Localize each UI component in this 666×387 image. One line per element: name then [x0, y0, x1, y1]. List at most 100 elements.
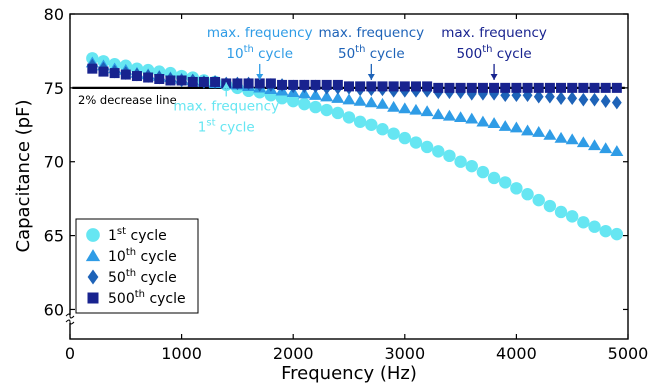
data-point [143, 72, 154, 83]
data-point [331, 106, 345, 120]
annotation-title: max. frequency [318, 25, 424, 41]
legend-entry: 500th cycle [87, 289, 186, 307]
x-tick-label: 4000 [496, 344, 537, 363]
data-point [521, 124, 535, 136]
data-series [85, 52, 624, 241]
data-point [477, 82, 488, 93]
legend-marker [87, 292, 99, 304]
legend-marker [85, 249, 101, 262]
axis-break-gap [66, 315, 74, 323]
data-point [533, 82, 544, 93]
data-point [422, 81, 433, 92]
axis-ticks: 0 1000 2000 3000 4000 5000 60 65 70 75 80 [44, 5, 649, 363]
data-point [87, 63, 98, 74]
annotation-c10: max. frequency 10th cycle [207, 25, 313, 80]
data-point [154, 74, 165, 84]
data-point [466, 82, 477, 93]
data-point [498, 120, 512, 131]
data-point [476, 165, 490, 179]
data-point [578, 92, 589, 107]
data-point [353, 115, 367, 129]
data-point [310, 79, 321, 90]
data-point [254, 78, 265, 89]
data-point [556, 91, 566, 106]
legend-label: 1st cycle [108, 226, 167, 244]
data-point [511, 82, 522, 93]
data-point [109, 68, 120, 79]
data-point [510, 182, 523, 195]
data-point [287, 94, 300, 108]
data-point [331, 92, 345, 103]
data-point [375, 97, 389, 109]
data-point [599, 224, 612, 238]
data-point [187, 76, 198, 87]
data-point [600, 94, 611, 108]
data-point [377, 81, 388, 92]
data-point [433, 82, 444, 93]
data-point [120, 69, 131, 80]
legend-entry: 1st cycle [86, 226, 167, 244]
data-point [387, 127, 400, 140]
data-point [398, 102, 412, 114]
annotation-title: max. frequency [441, 25, 547, 41]
legend-marker [86, 228, 100, 242]
data-point [576, 136, 590, 148]
data-point [432, 145, 445, 158]
reference-line-label: 2% decrease line [78, 93, 177, 107]
data-point [298, 97, 311, 111]
data-point [243, 78, 254, 89]
y-tick-label: 60 [44, 300, 64, 319]
legend-label: 50th cycle [108, 268, 177, 286]
legend-label: 500th cycle [108, 289, 186, 307]
annotation-cycle: 10th cycle [226, 44, 293, 62]
data-point [544, 82, 555, 93]
data-point [589, 92, 600, 107]
annotation-title: max. frequency [173, 98, 279, 114]
data-point [487, 117, 501, 128]
annotation-c50: max. frequency 50th cycle [318, 25, 424, 80]
data-point [309, 89, 323, 100]
data-point [376, 123, 389, 136]
annotation-arrowhead [256, 73, 264, 80]
data-point [454, 155, 467, 168]
y-tick-label: 80 [44, 5, 64, 24]
legend-entry: 10th cycle [85, 247, 177, 265]
legend-items: 1st cycle 10th cycle 50th cycle 500th cycle [85, 226, 186, 307]
data-point [556, 82, 567, 93]
data-point [344, 81, 354, 92]
data-point [455, 82, 466, 93]
data-point [577, 216, 590, 229]
data-point [600, 82, 611, 93]
data-point [232, 78, 243, 89]
data-point [521, 188, 534, 201]
data-point [611, 82, 622, 93]
y-axis-label: Capacitance (pF) [13, 100, 34, 253]
data-point [578, 82, 589, 93]
data-point [277, 79, 288, 90]
data-point [265, 78, 276, 89]
data-point [98, 66, 109, 77]
annotation-title: max. frequency [207, 25, 313, 41]
data-point [500, 82, 511, 93]
data-point [509, 121, 523, 133]
data-point [487, 171, 501, 185]
annotations: max. frequency 1st cycle max. frequency 10t… [173, 25, 547, 135]
data-point [567, 82, 578, 93]
data-point [543, 128, 557, 140]
data-point [566, 210, 579, 223]
data-point [610, 145, 624, 157]
data-point [410, 81, 421, 92]
data-point [364, 96, 378, 108]
data-point [599, 142, 613, 154]
series-3 [87, 63, 622, 93]
legend-label: 10th cycle [108, 247, 177, 265]
data-point [431, 108, 445, 120]
data-point [399, 81, 410, 92]
data-point [387, 100, 401, 112]
data-point [320, 90, 334, 102]
data-point [321, 79, 332, 90]
data-point [420, 105, 434, 117]
data-point [320, 103, 333, 117]
data-point [522, 82, 533, 93]
data-point [499, 176, 512, 189]
